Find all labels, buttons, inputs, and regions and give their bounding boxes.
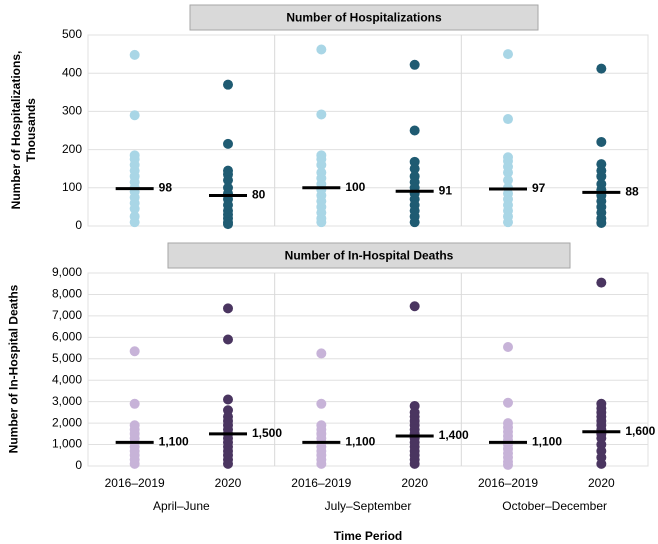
data-point	[409, 458, 420, 469]
data-point	[223, 303, 233, 314]
data-point	[503, 217, 513, 228]
data-point	[316, 44, 327, 55]
x-tick-label: 2016–2019	[291, 476, 351, 490]
data-point	[503, 49, 513, 60]
title-box	[189, 4, 539, 31]
data-point	[596, 458, 607, 469]
median-label: 80	[252, 188, 266, 202]
median-label: 1,500	[252, 426, 282, 440]
data-point	[223, 458, 233, 469]
plot-frame	[87, 34, 649, 227]
data-point	[409, 125, 420, 136]
data-point	[409, 217, 420, 228]
data-point	[129, 398, 140, 409]
data-point	[503, 167, 513, 178]
data-point	[223, 394, 233, 405]
x-axis-title: Time Period	[334, 529, 402, 543]
data-point	[503, 114, 513, 125]
x-tick-label: 2020	[215, 476, 242, 490]
median-label: 91	[439, 183, 453, 197]
y-tick-label: 300	[62, 104, 82, 118]
y-tick-label: 0	[75, 458, 82, 472]
data-point	[503, 459, 513, 470]
data-point	[596, 63, 607, 74]
y-axis-title: Number of Hospitalizations, Thousands	[9, 50, 38, 210]
chart-title: Number of In-Hospital Deaths	[285, 249, 454, 263]
median-label: 88	[625, 185, 639, 199]
period-label: April–June	[153, 499, 210, 513]
x-tick-label: 2020	[401, 476, 428, 490]
data-point	[129, 458, 140, 469]
y-tick-label: 8,000	[52, 287, 82, 301]
y-tick-label: 500	[62, 27, 82, 41]
data-point	[409, 59, 420, 70]
title-box	[167, 242, 571, 269]
data-point	[316, 348, 327, 359]
data-point	[316, 159, 327, 170]
median-label: 1,400	[439, 428, 469, 442]
data-point	[223, 79, 233, 90]
y-tick-label: 0	[75, 218, 82, 232]
period-label: October–December	[502, 499, 607, 513]
data-point	[409, 163, 420, 174]
x-tick-label: 2016–2019	[105, 476, 165, 490]
data-point	[316, 398, 327, 409]
median-label: 1,100	[532, 435, 562, 449]
y-tick-label: 3,000	[52, 394, 82, 408]
x-tick-label: 2020	[588, 476, 615, 490]
y-tick-label: 400	[62, 65, 82, 79]
data-point	[316, 458, 327, 469]
data-point	[596, 277, 607, 288]
data-point	[129, 49, 140, 60]
data-point	[316, 109, 327, 120]
data-point	[503, 341, 513, 352]
chart-title: Number of Hospitalizations	[286, 11, 442, 25]
data-point	[316, 217, 327, 228]
data-point	[223, 219, 233, 230]
data-point	[223, 138, 233, 149]
median-label: 98	[159, 181, 173, 195]
data-point	[409, 301, 420, 312]
data-point	[596, 217, 607, 228]
y-tick-label: 4,000	[52, 372, 82, 386]
data-point	[409, 156, 420, 167]
y-tick-label: 6,000	[52, 330, 82, 344]
data-point	[503, 175, 513, 186]
data-point	[503, 397, 513, 408]
y-tick-label: 5,000	[52, 351, 82, 365]
data-point	[129, 110, 140, 121]
median-label: 100	[345, 180, 365, 194]
period-label: July–September	[325, 499, 412, 513]
y-tick-label: 9,000	[52, 265, 82, 279]
y-tick-label: 100	[62, 180, 82, 194]
data-point	[129, 217, 140, 228]
y-tick-label: 1,000	[52, 437, 82, 451]
data-point	[596, 171, 607, 182]
median-label: 1,100	[159, 435, 189, 449]
data-point	[596, 136, 607, 147]
x-tick-label: 2016–2019	[478, 476, 538, 490]
median-label: 1,100	[345, 435, 375, 449]
y-tick-label: 7,000	[52, 308, 82, 322]
data-point	[129, 203, 140, 214]
data-point	[129, 346, 140, 357]
data-point	[223, 175, 233, 186]
y-tick-label: 200	[62, 142, 82, 156]
y-axis-title: Number of In-Hospital Deaths	[6, 284, 21, 454]
median-label: 97	[532, 181, 546, 195]
median-label: 1,600	[625, 424, 655, 438]
plot-frame	[87, 272, 649, 467]
y-tick-label: 2,000	[52, 415, 82, 429]
data-point	[223, 334, 233, 345]
